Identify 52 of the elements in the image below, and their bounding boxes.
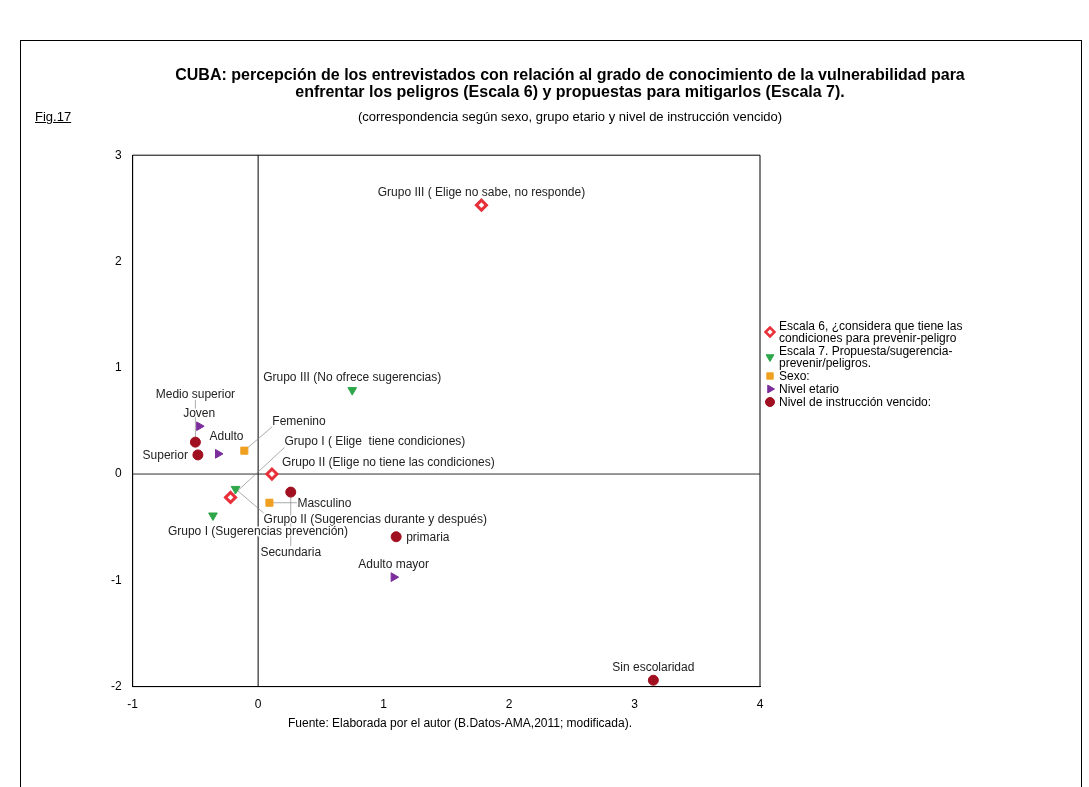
annotation: Medio superior <box>155 387 236 402</box>
source-note: Fuente: Elaborada por el autor (B.Datos-AMA,2011; modificada). <box>287 716 633 730</box>
point <box>347 387 358 396</box>
annotation: Masculino <box>297 495 352 510</box>
chart-subtitle: (correspondencia según sexo, grupo etario y nivel de instrucción vencido) <box>356 109 784 124</box>
annotation: Grupo II (Elige no tiene las condiciones) <box>281 455 495 470</box>
legend-label: Escala 7. Propuesta/sugerencia-prevenir/peligros. <box>779 344 953 370</box>
annotation: Femenino <box>272 413 327 428</box>
y-tick-label: 1 <box>114 360 122 375</box>
annotation: Joven <box>183 406 216 421</box>
annotation: Grupo III ( Elige no sabe, no responde) <box>377 185 586 200</box>
y-tick-label: -1 <box>111 572 122 587</box>
annotation: Adulto mayor <box>358 557 429 572</box>
annotation: primaria <box>406 529 450 544</box>
point <box>474 198 488 212</box>
caption: Fig.17 <box>35 109 72 124</box>
y-tick-label: 0 <box>114 466 122 481</box>
point <box>390 531 402 543</box>
x-tick-label: 0 <box>254 697 262 712</box>
annotation: Grupo I ( Elige tiene condiciones) <box>284 434 466 449</box>
x-tick-label: -1 <box>127 697 139 712</box>
legend-label: Sexo: <box>779 369 810 383</box>
point <box>240 446 249 455</box>
point <box>224 490 238 504</box>
point <box>196 421 205 432</box>
annotation: Superior <box>142 447 188 462</box>
legend-label: Escala 6, ¿considera que tiene las condiciones para prevenir-peligro <box>779 319 964 345</box>
annotation: Adulto <box>209 428 244 443</box>
annotation: Secundaria <box>260 545 322 560</box>
annotation: Grupo III (No ofrece sugerencias) <box>263 370 442 385</box>
y-tick-label: 3 <box>114 147 122 162</box>
point <box>390 572 400 582</box>
point <box>192 449 204 461</box>
point <box>189 436 201 448</box>
point <box>208 512 218 521</box>
point <box>230 485 241 495</box>
y-tick-label: 2 <box>114 253 122 268</box>
annotation: Sin escolaridad <box>612 660 695 675</box>
point <box>647 674 659 686</box>
x-tick-label: 3 <box>631 697 639 712</box>
point <box>265 467 279 481</box>
x-tick-label: 4 <box>756 697 764 712</box>
legend-label: Nivel etario <box>779 382 840 396</box>
point <box>285 486 297 498</box>
point <box>214 449 224 459</box>
point <box>265 498 274 507</box>
annotation: Grupo II (Sugerencias durante y después) <box>263 511 488 526</box>
x-tick-label: 2 <box>505 697 513 712</box>
x-tick-label: 1 <box>380 697 388 712</box>
chart-title: CUBA: percepción de los entrevistados con relación al grado de conocimiento de la vulnerabilidad para enfrentar los peligros (Escala 6) y propuestas para mitigarlos (Escala 7). <box>174 66 966 100</box>
legend-label: Nivel de instrucción vencido: <box>779 395 932 409</box>
y-tick-label: -2 <box>111 678 122 693</box>
